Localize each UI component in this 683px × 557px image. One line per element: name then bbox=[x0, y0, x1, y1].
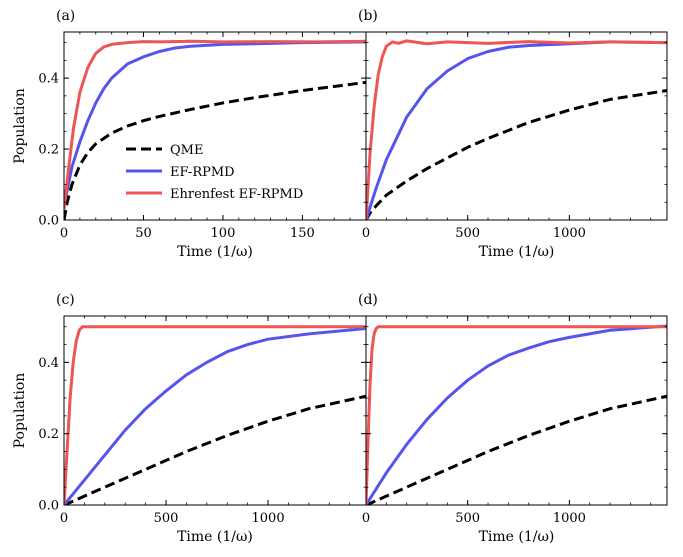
series-line-ef-rpmd bbox=[64, 40, 366, 207]
panel-label: (d) bbox=[358, 292, 378, 308]
legend: QME EF-RPMD Ehrenfest EF-RPMD bbox=[126, 143, 303, 202]
axes-frame bbox=[365, 315, 668, 506]
x-tick-label: 150 bbox=[290, 226, 315, 241]
series-line-ef-rpmd bbox=[64, 326, 366, 505]
series-line-ehrenfest-ef-rpmd bbox=[366, 325, 667, 505]
x-axis-label: Time (1/ω) bbox=[479, 244, 555, 260]
x-tick-label: 500 bbox=[455, 226, 480, 241]
y-tick-label: 0.0 bbox=[38, 499, 59, 514]
y-tick-label: 0.2 bbox=[38, 427, 59, 442]
y-tick-label: 0.2 bbox=[38, 143, 59, 158]
x-axis-label: Time (1/ω) bbox=[479, 529, 555, 545]
legend-entry: Ehrenfest EF-RPMD bbox=[170, 187, 303, 202]
legend-entry: EF-RPMD bbox=[170, 165, 235, 180]
axes-frame bbox=[365, 31, 668, 221]
series-group bbox=[366, 324, 667, 505]
y-tick-label: 0.4 bbox=[38, 72, 59, 87]
series-line-ehrenfest-ef-rpmd bbox=[366, 39, 667, 220]
y-tick-label: 0.4 bbox=[38, 356, 59, 371]
series-line-qme bbox=[366, 394, 667, 505]
panel-label: (a) bbox=[56, 8, 75, 24]
x-axis-label: Time (1/ω) bbox=[177, 529, 253, 545]
y-axis-label: Population bbox=[12, 88, 28, 164]
x-tick-label: 0 bbox=[362, 226, 370, 241]
panel-label: (b) bbox=[358, 8, 378, 24]
series-line-qme bbox=[64, 80, 366, 220]
x-tick-label: 50 bbox=[135, 226, 152, 241]
panel-d: 0 500 1000 (d) Time (1/ω) bbox=[358, 292, 668, 545]
panel-label: (c) bbox=[56, 292, 75, 308]
x-tick-label: 0 bbox=[60, 511, 68, 526]
x-tick-label: 1000 bbox=[553, 226, 586, 241]
x-tick-label: 500 bbox=[455, 511, 480, 526]
legend-entry: QME bbox=[170, 143, 203, 158]
y-tick-label: 0.0 bbox=[38, 214, 59, 229]
series-line-ef-rpmd bbox=[366, 40, 667, 220]
panel-a: 0 50 100 150 0.0 0.2 0.4 (a) Time (1/ω) Populatio… bbox=[12, 8, 367, 260]
panel-c: 0 500 1000 0.0 0.2 0.4 (c) Time (1/ω) Population bbox=[12, 292, 367, 545]
series-group bbox=[64, 39, 366, 220]
series-group bbox=[64, 325, 366, 505]
series-group bbox=[366, 39, 667, 220]
series-line-qme bbox=[64, 394, 366, 505]
x-tick-label: 1000 bbox=[553, 511, 586, 526]
series-line-qme bbox=[366, 89, 667, 220]
x-tick-label: 1000 bbox=[252, 511, 285, 526]
y-axis-label: Population bbox=[12, 373, 28, 449]
x-tick-label: 500 bbox=[154, 511, 179, 526]
axes-frame bbox=[63, 315, 367, 506]
x-tick-label: 0 bbox=[60, 226, 68, 241]
series-line-ehrenfest-ef-rpmd bbox=[64, 39, 366, 210]
series-line-ehrenfest-ef-rpmd bbox=[64, 325, 366, 505]
x-tick-label: 0 bbox=[362, 511, 370, 526]
x-tick-label: 100 bbox=[211, 226, 236, 241]
series-line-ef-rpmd bbox=[366, 324, 667, 505]
x-axis-label: Time (1/ω) bbox=[177, 244, 253, 260]
panel-b: 0 500 1000 (b) Time (1/ω) bbox=[358, 8, 668, 260]
